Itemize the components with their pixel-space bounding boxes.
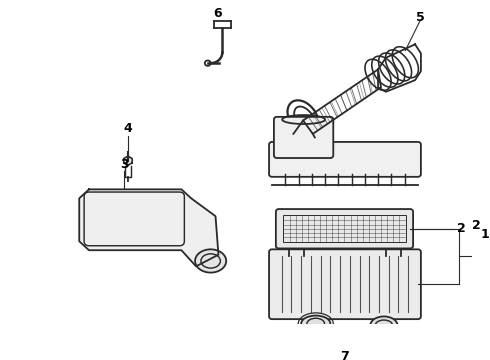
Ellipse shape xyxy=(370,316,397,334)
Text: 7: 7 xyxy=(341,350,349,360)
FancyBboxPatch shape xyxy=(276,209,413,248)
Text: 2: 2 xyxy=(457,222,465,235)
Text: 4: 4 xyxy=(123,122,132,135)
FancyBboxPatch shape xyxy=(274,117,333,158)
FancyBboxPatch shape xyxy=(269,142,421,177)
Polygon shape xyxy=(123,156,132,165)
Text: 6: 6 xyxy=(213,6,222,19)
Text: 5: 5 xyxy=(416,11,424,24)
Ellipse shape xyxy=(301,316,330,332)
Ellipse shape xyxy=(195,249,226,273)
FancyBboxPatch shape xyxy=(269,249,421,319)
Polygon shape xyxy=(79,189,219,266)
Bar xyxy=(283,215,406,242)
Text: 3: 3 xyxy=(120,158,128,171)
Text: 2: 2 xyxy=(472,219,481,232)
Text: 1: 1 xyxy=(480,228,489,240)
